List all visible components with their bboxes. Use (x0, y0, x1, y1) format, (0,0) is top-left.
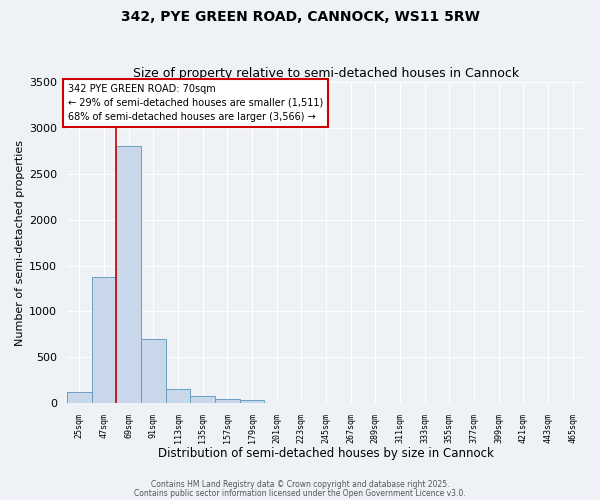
Bar (239, 400, 265, 403)
Bar (116, 146, 141, 403)
Bar (92, 276, 116, 403)
Y-axis label: Number of semi-detached properties: Number of semi-detached properties (15, 140, 25, 346)
Bar (215, 400, 239, 403)
Title: Size of property relative to semi-detached houses in Cannock: Size of property relative to semi-detach… (133, 66, 519, 80)
Text: 342 PYE GREEN ROAD: 70sqm
← 29% of semi-detached houses are smaller (1,511)
68% : 342 PYE GREEN ROAD: 70sqm ← 29% of semi-… (68, 84, 323, 122)
Bar (166, 389, 190, 403)
Bar (67, 392, 92, 403)
Bar (190, 396, 215, 403)
Bar (141, 339, 166, 403)
Text: Contains HM Land Registry data © Crown copyright and database right 2025.: Contains HM Land Registry data © Crown c… (151, 480, 449, 489)
Text: Contains public sector information licensed under the Open Government Licence v3: Contains public sector information licen… (134, 488, 466, 498)
Text: 342, PYE GREEN ROAD, CANNOCK, WS11 5RW: 342, PYE GREEN ROAD, CANNOCK, WS11 5RW (121, 10, 479, 24)
X-axis label: Distribution of semi-detached houses by size in Cannock: Distribution of semi-detached houses by … (158, 447, 494, 460)
